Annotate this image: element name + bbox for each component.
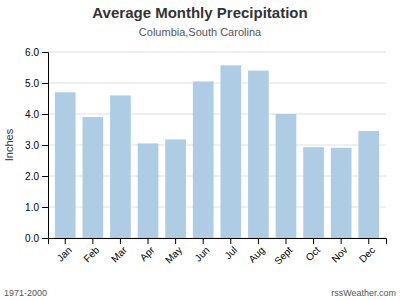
- bars: [55, 65, 379, 238]
- y-tick-label: 0.0: [25, 233, 39, 244]
- bar: [165, 139, 186, 238]
- x-tick: Feb: [81, 238, 101, 264]
- footer: rssWeather.com: [331, 288, 396, 298]
- grid-line: [48, 114, 386, 115]
- x-tick-label: Jul: [222, 244, 239, 261]
- y-tick-mark: [42, 114, 48, 115]
- y-tick-label: 5.0: [25, 78, 39, 89]
- x-tick: May: [163, 238, 184, 266]
- bar: [55, 92, 76, 238]
- y-tick-label: 3.0: [25, 140, 39, 151]
- x-tick: Dec: [357, 238, 377, 265]
- y-tick: 1.0: [25, 202, 48, 213]
- footer: 1971-2000: [4, 288, 47, 298]
- grid-line: [48, 52, 386, 53]
- x-axis: Jan Feb Mar Apr May Jun Jul AugSept Oct Nov Dec: [49, 238, 387, 267]
- x-tick-label: Aug: [247, 244, 267, 264]
- x-tick-mark: [120, 238, 121, 244]
- bar: [220, 65, 241, 238]
- y-tick-mark: [42, 145, 48, 146]
- grid: [48, 52, 386, 238]
- y-tick: 5.0: [25, 78, 48, 89]
- y-tick-label: 1.0: [25, 202, 39, 213]
- plot: 0.01.02.03.04.05.06.0JanFebMarAprMayJunJ…: [25, 47, 386, 267]
- bar: [358, 131, 379, 238]
- y-tick: 0.0: [25, 233, 48, 244]
- chart: Average Monthly Precipitation Columbia,So…: [0, 0, 400, 300]
- bar: [276, 114, 297, 238]
- x-tick-mark: [341, 238, 342, 244]
- x-tick-mark: [230, 238, 231, 244]
- y-tick-mark: [42, 207, 48, 208]
- x-tick-mark: [368, 238, 369, 244]
- y-tick: 2.0: [25, 171, 48, 182]
- x-tick-label: Dec: [357, 244, 377, 264]
- x-tick-label: May: [163, 244, 184, 265]
- x-tick-mark: [203, 238, 204, 244]
- bar: [82, 117, 103, 238]
- x-tick: Nov: [329, 238, 349, 265]
- bar: [193, 81, 214, 238]
- x-tick-label: Oct: [303, 244, 322, 263]
- x-tick: Sept: [272, 238, 294, 267]
- x-tick: Jul: [222, 238, 239, 261]
- x-tick-mark: [92, 238, 93, 244]
- x-tick-mark: [148, 238, 149, 244]
- title: Average Monthly Precipitation: [92, 4, 307, 21]
- x-tick-mark: [313, 238, 314, 244]
- x-tick-mark: [175, 238, 176, 244]
- y-tick: 6.0: [25, 47, 48, 58]
- y-tick: 3.0: [25, 140, 48, 151]
- y-tick-label: 4.0: [25, 109, 39, 120]
- x-tick-mark: [258, 238, 259, 244]
- x-tick-label: Jan: [55, 244, 74, 263]
- x-tick: Jan: [55, 238, 74, 264]
- x-tick-label: Feb: [81, 244, 101, 264]
- grid-line: [48, 83, 386, 84]
- y-tick-label: 6.0: [25, 47, 39, 58]
- x-tick-label: Jun: [193, 244, 212, 263]
- x-tick: Oct: [303, 238, 322, 263]
- x-tick: Aug: [247, 238, 267, 265]
- y-tick-label: 2.0: [25, 171, 39, 182]
- x-tick-label: Apr: [138, 244, 157, 263]
- bar: [248, 71, 269, 238]
- bar: [303, 147, 324, 238]
- x-tick: Apr: [138, 238, 157, 263]
- x-tick-label: Sept: [272, 244, 294, 266]
- y-axis-line: [42, 53, 49, 239]
- y-axis: 0.0 1.0 2.0 3.0 4.0 5.0 6.0: [25, 47, 48, 244]
- x-tick-mark: [65, 238, 66, 244]
- x-tick-label: Nov: [329, 244, 349, 264]
- y-tick-mark: [42, 176, 48, 177]
- bar: [110, 95, 131, 238]
- x-tick: Mar: [109, 238, 129, 264]
- subtitle: Columbia,South Carolina: [139, 26, 262, 38]
- x-tick-label: Mar: [109, 244, 129, 264]
- y-tick-mark: [42, 238, 48, 239]
- bar: [331, 148, 352, 238]
- y-tick-mark: [42, 83, 48, 84]
- y-axis-title: Inches: [3, 128, 15, 161]
- x-tick-mark: [285, 238, 286, 244]
- x-tick: Jun: [193, 238, 212, 264]
- bar: [138, 143, 159, 238]
- x-axis-line: [49, 239, 387, 245]
- y-tick: 4.0: [25, 109, 48, 120]
- y-tick-mark: [42, 52, 48, 53]
